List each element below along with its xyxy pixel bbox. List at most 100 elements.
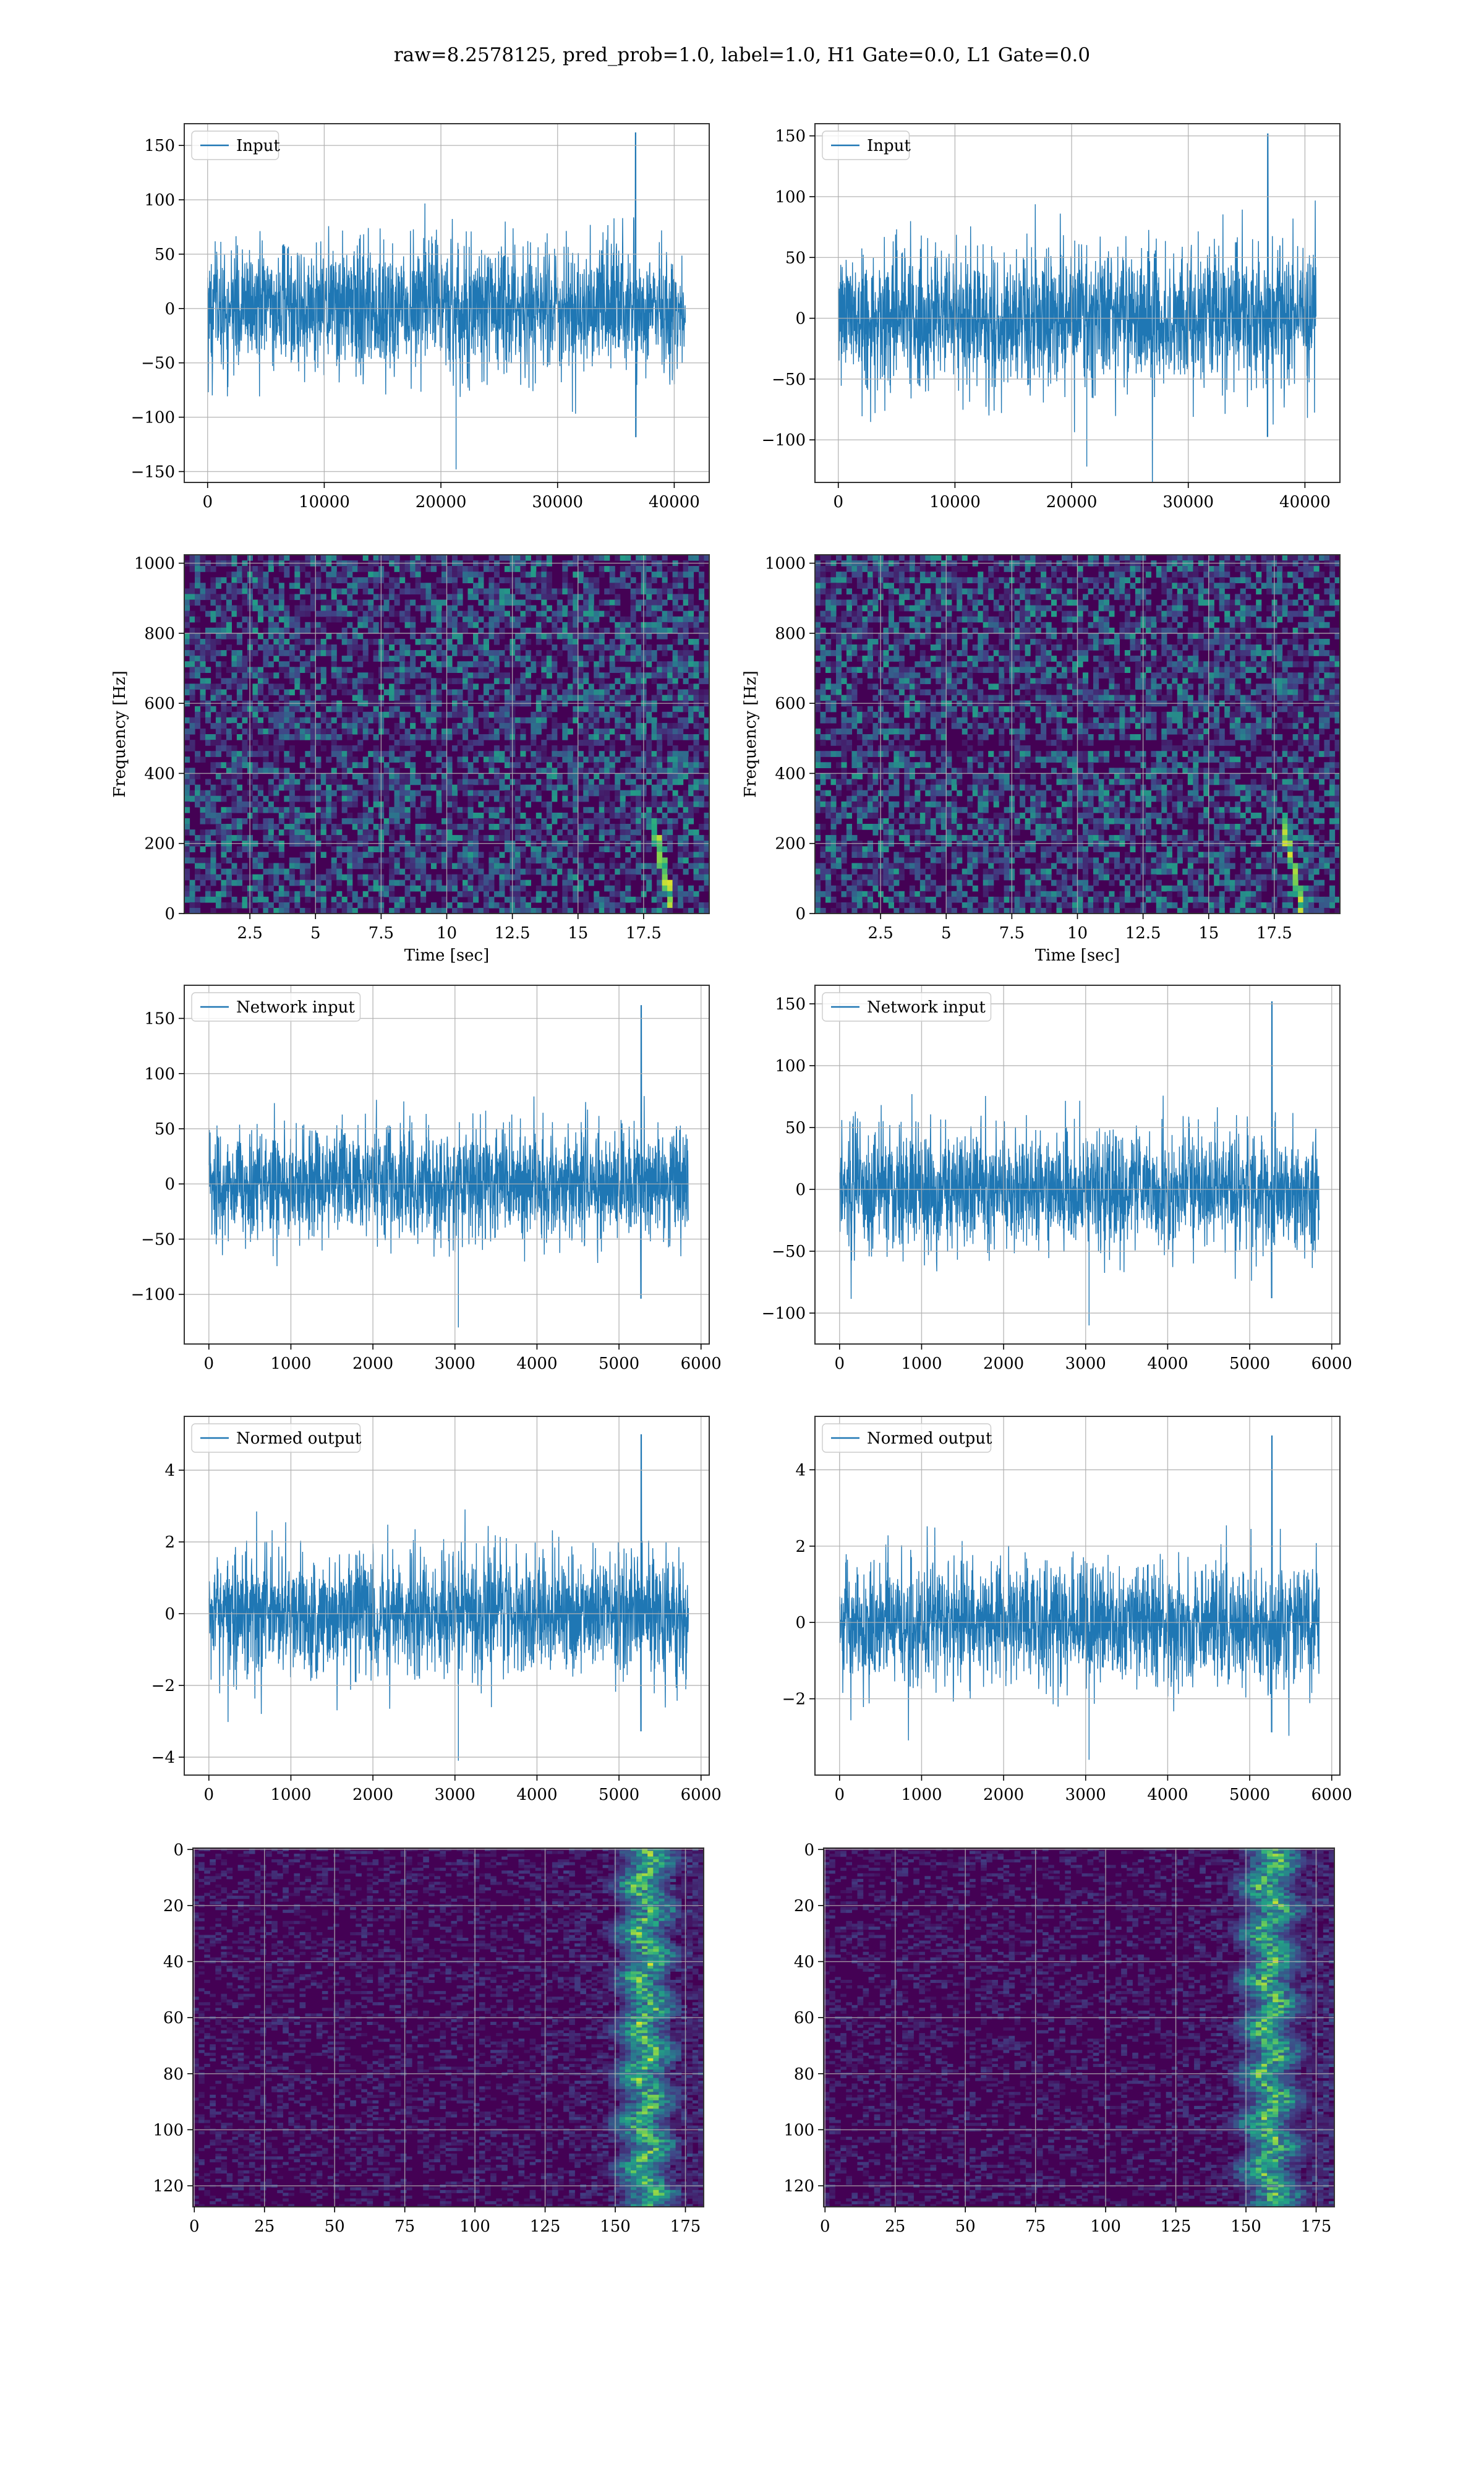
heatmap-cell <box>467 891 474 897</box>
heatmap-cell <box>609 807 615 813</box>
heatmap-cell <box>672 638 678 645</box>
heatmap-cell <box>215 667 221 673</box>
heatmap-cell <box>573 633 579 640</box>
heatmap-cell <box>588 902 594 909</box>
heatmap-cell <box>1324 588 1330 595</box>
heatmap-cell <box>310 577 316 583</box>
heatmap-cell <box>672 885 678 892</box>
heatmap-cell <box>588 740 594 746</box>
heatmap-cell <box>488 656 495 662</box>
heatmap-cell <box>667 751 673 757</box>
heatmap-cell <box>993 566 999 572</box>
heatmap-cell <box>657 605 663 612</box>
heatmap-cell <box>1193 583 1199 589</box>
heatmap-cell <box>394 566 400 572</box>
heatmap-cell <box>473 852 479 858</box>
heatmap-cell <box>909 605 915 612</box>
heatmap-cell <box>473 768 479 774</box>
heatmap-cell <box>525 880 531 886</box>
heatmap-cell <box>546 594 552 601</box>
heatmap-cell <box>473 779 479 785</box>
heatmap-cell <box>1208 577 1214 583</box>
heatmap-cell <box>567 835 573 841</box>
heatmap-cell <box>662 846 668 852</box>
heatmap-cell <box>263 656 269 662</box>
heatmap-cell <box>1098 616 1104 623</box>
heatmap-cell <box>499 801 505 808</box>
heatmap-cell <box>683 896 689 903</box>
heatmap-cell <box>535 885 542 892</box>
heatmap-cell <box>562 633 568 640</box>
heatmap-cell <box>221 555 227 561</box>
heatmap-cell <box>657 868 663 875</box>
heatmap-cell <box>578 868 584 875</box>
heatmap-cell <box>915 577 921 583</box>
heatmap-cell <box>1298 555 1304 561</box>
heatmap-cell <box>352 795 358 802</box>
heatmap-cell <box>688 583 694 589</box>
heatmap-cell <box>625 857 631 864</box>
heatmap-cell <box>320 599 326 606</box>
heatmap-cell <box>620 722 626 729</box>
heatmap-cell <box>331 656 337 662</box>
heatmap-cell <box>368 566 374 572</box>
heatmap-cell <box>425 801 432 808</box>
heatmap-cell <box>504 610 510 617</box>
heatmap-cell <box>315 829 322 836</box>
heatmap-cell <box>436 880 442 886</box>
heatmap-cell <box>373 880 379 886</box>
heatmap-cell <box>541 751 547 757</box>
heatmap-cell <box>268 627 274 634</box>
heatmap-cell <box>268 616 274 623</box>
heatmap-cell <box>320 907 326 914</box>
heatmap-cell <box>410 689 416 696</box>
heatmap-cell <box>294 566 301 572</box>
y-tick-label: 0 <box>164 905 175 923</box>
heatmap-cell <box>473 616 479 623</box>
heatmap-cell <box>200 689 206 696</box>
heatmap-cell <box>368 902 374 909</box>
heatmap-cell <box>467 863 474 870</box>
heatmap-cell <box>841 610 847 617</box>
heatmap-cell <box>704 627 709 634</box>
heatmap-cell <box>1308 594 1315 601</box>
heatmap-cell <box>478 824 484 830</box>
heatmap-cell <box>609 644 615 651</box>
heatmap-cell <box>278 583 284 589</box>
heatmap-cell <box>305 829 311 836</box>
heatmap-cell <box>467 896 474 903</box>
heatmap-cell <box>925 588 931 595</box>
heatmap-cell <box>562 605 568 612</box>
heatmap-cell <box>268 644 274 651</box>
heatmap-cell <box>1077 566 1083 572</box>
heatmap-cell <box>1224 566 1230 572</box>
heatmap-cell <box>362 656 369 662</box>
heatmap-cell <box>672 711 678 718</box>
heatmap-cell <box>420 633 427 640</box>
heatmap-cell <box>357 728 364 735</box>
heatmap-cell <box>425 672 432 678</box>
heatmap-cell <box>310 812 316 819</box>
heatmap-cell <box>615 812 621 819</box>
heatmap-cell <box>688 807 694 813</box>
heatmap-cell <box>195 722 201 729</box>
heatmap-cell <box>299 722 305 729</box>
heatmap-cell <box>678 835 684 841</box>
heatmap-cell <box>499 656 505 662</box>
heatmap-cell <box>231 588 237 595</box>
heatmap-cell <box>1056 577 1062 583</box>
heatmap-cell <box>310 583 316 589</box>
heatmap-cell <box>289 678 295 685</box>
heatmap-cell <box>352 695 358 701</box>
heatmap-cell <box>1025 616 1031 623</box>
heatmap-cell <box>252 751 258 757</box>
heatmap-cell <box>1104 577 1110 583</box>
heatmap-cell <box>630 874 636 881</box>
heatmap-cell <box>320 852 326 858</box>
heatmap-cell <box>446 734 453 740</box>
heatmap-cell <box>583 594 589 601</box>
heatmap-cell <box>531 571 537 578</box>
heatmap-cell <box>488 824 495 830</box>
heatmap-cell <box>446 790 453 797</box>
heatmap-cell <box>488 633 495 640</box>
